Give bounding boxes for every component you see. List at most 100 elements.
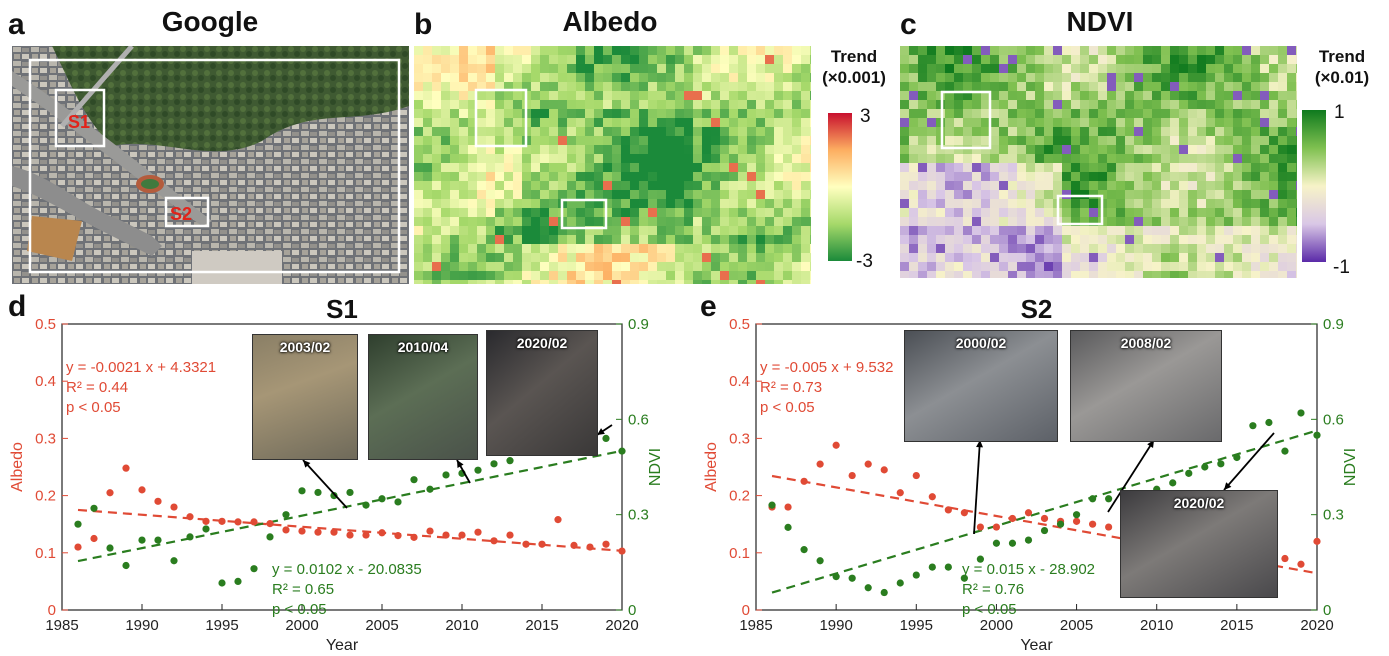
map-pixel	[684, 163, 693, 172]
map-pixel	[1098, 64, 1107, 73]
map-pixel	[1026, 244, 1035, 253]
map-pixel	[927, 55, 936, 64]
map-pixel	[918, 109, 927, 118]
map-pixel	[684, 226, 693, 235]
map-pixel	[1143, 235, 1152, 244]
map-pixel	[1026, 199, 1035, 208]
map-pixel	[954, 172, 963, 181]
map-pixel	[495, 253, 504, 262]
map-pixel	[1251, 208, 1260, 217]
map-pixel	[1107, 163, 1116, 172]
map-pixel	[693, 46, 702, 55]
map-pixel	[918, 217, 927, 226]
map-pixel	[459, 235, 468, 244]
map-pixel	[504, 118, 513, 127]
map-pixel	[1080, 127, 1089, 136]
map-pixel	[1188, 190, 1197, 199]
ndvi-colorbar-title-line2: (×0.01)	[1314, 68, 1370, 88]
map-pixel	[900, 253, 909, 262]
ndvi-point	[506, 457, 514, 465]
map-pixel	[1017, 64, 1026, 73]
map-pixel	[918, 145, 927, 154]
map-pixel	[639, 73, 648, 82]
map-pixel	[1179, 127, 1188, 136]
map-pixel	[477, 271, 486, 280]
map-pixel	[549, 226, 558, 235]
map-pixel	[468, 118, 477, 127]
ndvi-point	[106, 544, 114, 552]
map-pixel	[1116, 109, 1125, 118]
map-pixel	[1134, 235, 1143, 244]
map-pixel	[612, 154, 621, 163]
map-pixel	[585, 73, 594, 82]
map-pixel	[756, 127, 765, 136]
map-pixel	[576, 190, 585, 199]
map-pixel	[666, 136, 675, 145]
map-pixel	[1053, 100, 1062, 109]
map-pixel	[459, 73, 468, 82]
map-pixel	[1035, 163, 1044, 172]
map-pixel	[540, 172, 549, 181]
map-pixel	[954, 109, 963, 118]
map-pixel	[675, 280, 684, 284]
map-pixel	[576, 46, 585, 55]
map-pixel	[1296, 190, 1297, 199]
x-tick-label: 2015	[1220, 617, 1253, 634]
map-pixel	[1107, 262, 1116, 271]
map-pixel	[1296, 217, 1297, 226]
map-pixel	[1080, 136, 1089, 145]
x-tick-label: 2020	[605, 617, 638, 634]
map-pixel	[1071, 64, 1080, 73]
map-pixel	[927, 82, 936, 91]
map-pixel	[783, 55, 792, 64]
map-pixel	[711, 208, 720, 217]
map-pixel	[1008, 235, 1017, 244]
albedo-point	[74, 543, 82, 551]
map-pixel	[666, 154, 675, 163]
map-pixel	[1233, 55, 1242, 64]
map-pixel	[1035, 127, 1044, 136]
map-pixel	[495, 46, 504, 55]
map-pixel	[1215, 55, 1224, 64]
map-pixel	[657, 244, 666, 253]
map-pixel	[1044, 100, 1053, 109]
map-pixel	[1242, 100, 1251, 109]
map-pixel	[1242, 217, 1251, 226]
map-pixel	[1134, 64, 1143, 73]
albedo-colorbar-title-line2: (×0.001)	[822, 68, 886, 88]
map-pixel	[1260, 127, 1269, 136]
map-pixel	[432, 262, 441, 271]
map-pixel	[1035, 64, 1044, 73]
map-pixel	[477, 190, 486, 199]
map-pixel	[954, 46, 963, 55]
map-pixel	[630, 235, 639, 244]
map-pixel	[477, 244, 486, 253]
map-pixel	[1071, 217, 1080, 226]
map-pixel	[576, 208, 585, 217]
ndvi-colorbar-title-line1: Trend	[1318, 47, 1366, 66]
map-pixel	[1224, 82, 1233, 91]
map-pixel	[1188, 172, 1197, 181]
map-pixel	[963, 46, 972, 55]
map-pixel	[1188, 226, 1197, 235]
map-pixel	[693, 280, 702, 284]
map-pixel	[558, 46, 567, 55]
map-pixel	[1089, 190, 1098, 199]
map-pixel	[1134, 271, 1143, 278]
map-pixel	[1161, 163, 1170, 172]
map-pixel	[1242, 46, 1251, 55]
map-pixel	[990, 145, 999, 154]
map-pixel	[576, 217, 585, 226]
map-pixel	[1269, 109, 1278, 118]
ndvi-point	[864, 584, 872, 592]
map-pixel	[792, 100, 801, 109]
map-pixel	[1251, 136, 1260, 145]
map-pixel	[990, 46, 999, 55]
map-pixel	[702, 154, 711, 163]
map-pixel	[1044, 181, 1053, 190]
panel-a-letter: a	[8, 8, 25, 41]
map-pixel	[459, 64, 468, 73]
map-pixel	[1080, 253, 1089, 262]
map-pixel	[729, 46, 738, 55]
map-pixel	[1035, 100, 1044, 109]
